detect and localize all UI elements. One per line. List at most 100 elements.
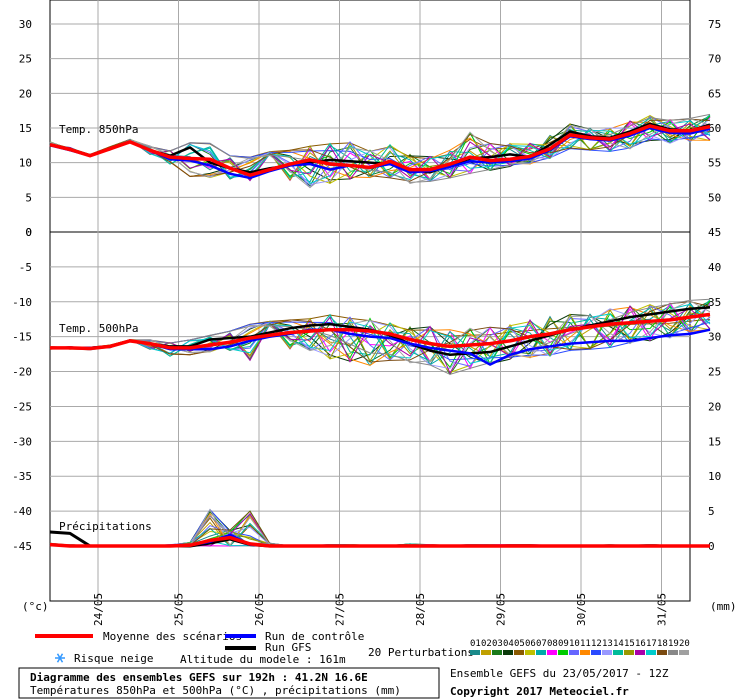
footer-run-info: Ensemble GEFS du 23/05/2017 - 12Z <box>450 667 669 680</box>
perturbation-number: 16 <box>635 639 646 649</box>
x-tick-label: 27/05 <box>334 593 347 626</box>
y-tick-label-left: 20 <box>19 87 32 100</box>
perturbation-number: 15 <box>624 639 635 649</box>
legend-altitude-text: Altitude du modele : 161m <box>180 653 346 666</box>
upper-member-line <box>49 113 711 183</box>
x-tick-label: 31/05 <box>656 593 669 626</box>
perturbation-swatch <box>470 650 480 655</box>
perturbation-swatch <box>492 650 502 655</box>
y-tick-label-right: 50 <box>708 191 721 204</box>
legend-snow-text: Risque neige <box>74 652 153 665</box>
perturbation-number: 10 <box>569 639 580 649</box>
x-tick-label: 28/05 <box>414 593 427 626</box>
perturbation-number: 07 <box>536 639 547 649</box>
snowflake-icon <box>55 653 65 663</box>
y-tick-label-right: 25 <box>708 366 721 379</box>
y-tick-label-right: 5 <box>708 505 715 518</box>
y-tick-label-left: -15 <box>12 331 32 344</box>
precip-member-line <box>49 530 711 547</box>
y-tick-label-left: -40 <box>12 505 32 518</box>
y-tick-label-left: -30 <box>12 435 32 448</box>
y-tick-label-right: 40 <box>708 261 721 274</box>
perturbation-swatch <box>624 650 634 655</box>
perturbation-number: 08 <box>547 639 558 649</box>
x-tick-label: 25/05 <box>173 593 186 626</box>
y-tick-label-left: -5 <box>19 261 32 274</box>
left-axis-label: (°c) <box>22 600 49 613</box>
right-axis-label: (mm) <box>710 600 737 613</box>
y-tick-label-left: 0 <box>25 226 32 239</box>
lower-member-line <box>49 301 711 363</box>
perturbation-number: 20 <box>679 639 690 649</box>
perturbation-number: 04 <box>503 639 514 649</box>
x-tick-label: 24/05 <box>92 593 105 626</box>
x-tick-label: 26/05 <box>253 593 266 626</box>
y-tick-label-right: 70 <box>708 53 721 66</box>
y-tick-label-left: 25 <box>19 53 32 66</box>
perturbation-swatch <box>536 650 546 655</box>
perturbation-swatch <box>613 650 623 655</box>
y-tick-label-right: 60 <box>708 122 721 135</box>
y-tick-label-left: 5 <box>25 191 32 204</box>
y-tick-label-left: 0 <box>25 226 32 239</box>
perturbation-swatch <box>503 650 513 655</box>
perturbation-swatch <box>580 650 590 655</box>
perturbation-number: 12 <box>591 639 602 649</box>
perturbation-swatch <box>668 650 678 655</box>
y-tick-label-right: 55 <box>708 157 721 170</box>
y-tick-label-right: 30 <box>708 331 721 344</box>
upper-panel-label: Temp. 850hPa <box>59 123 138 136</box>
y-tick-label-left: -35 <box>12 470 32 483</box>
perturbation-number: 18 <box>657 639 668 649</box>
y-tick-label-right: 0 <box>708 540 715 553</box>
precip-member-line <box>49 530 711 547</box>
perturbation-number: 01 <box>470 639 481 649</box>
precip-gfs-line <box>49 530 710 548</box>
axis-ticks: 24/05 25/05 26/05 27/05 28/05 29/05 30/05 31/05… <box>12 18 721 626</box>
footer-title-line1: Diagramme des ensembles GEFS sur 192h : … <box>30 671 368 684</box>
perturbation-swatch <box>481 650 491 655</box>
perturbation-number: 02 <box>481 639 492 649</box>
precip-mean-line <box>49 535 710 548</box>
perturbation-number: 11 <box>580 639 591 649</box>
perturbation-swatch <box>525 650 535 655</box>
legend-control-text: Run de contrôle <box>265 630 364 643</box>
perturbation-number: 09 <box>558 639 569 649</box>
legend-mean-text: Moyenne des scénarios <box>103 630 242 643</box>
x-tick-label: 29/05 <box>495 593 508 626</box>
footer-title-box <box>18 667 440 699</box>
lower-mean-line <box>50 312 711 351</box>
perturbation-number: 14 <box>613 639 624 649</box>
footer-title-line2: Températures 850hPa et 500hPa (°C) , pré… <box>30 684 401 697</box>
y-tick-label-left: 30 <box>19 18 32 31</box>
y-tick-label-left: -10 <box>12 296 32 309</box>
legend-perturbations-text: 20 Perturbations <box>368 646 474 659</box>
y-tick-label-left: 15 <box>19 122 32 135</box>
perturbation-legend: 01 02 03 04 05 06 07 08 09 10 11 12 13 14 15 16 17 18 19 20 <box>470 639 690 655</box>
perturbation-swatch <box>635 650 645 655</box>
perturbation-swatch <box>646 650 656 655</box>
perturbation-number: 05 <box>514 639 525 649</box>
y-tick-label-right: 10 <box>708 470 721 483</box>
perturbation-swatch <box>602 650 612 655</box>
y-tick-label-left: -20 <box>12 366 32 379</box>
perturbation-number: 03 <box>492 639 503 649</box>
perturbation-swatch <box>514 650 524 655</box>
upper-member-line <box>49 118 711 182</box>
y-tick-label-right: 65 <box>708 87 721 100</box>
perturbation-swatch <box>558 650 568 655</box>
grid-lines <box>50 0 690 601</box>
y-tick-label-left: 10 <box>19 157 32 170</box>
perturbation-number: 06 <box>525 639 536 649</box>
y-tick-label-right: 35 <box>708 296 721 309</box>
y-tick-label-right: 20 <box>708 400 721 413</box>
lower-panel-frame <box>49 231 691 602</box>
precipitation-label: Précipitations <box>59 520 152 533</box>
perturbation-swatch <box>547 650 557 655</box>
perturbation-number: 13 <box>602 639 613 649</box>
y-tick-label-right: 45 <box>708 226 721 239</box>
perturbation-number: 19 <box>668 639 679 649</box>
footer-copyright: Copyright 2017 Meteociel.fr <box>450 685 629 698</box>
perturbation-swatch <box>591 650 601 655</box>
